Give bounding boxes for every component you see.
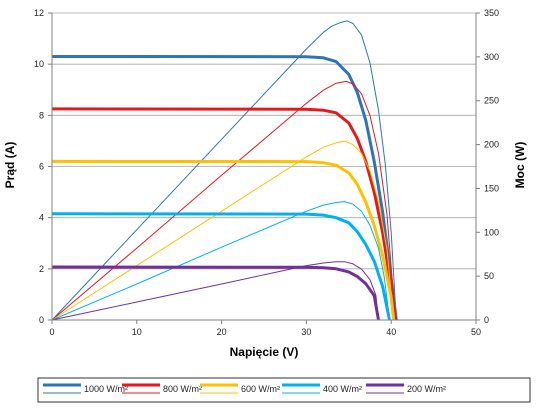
- y2-tick-label: 100: [484, 227, 499, 237]
- y2-tick-label: 250: [484, 96, 499, 106]
- legend-label: 400 W/m²: [323, 384, 362, 394]
- y-tick-label: 12: [34, 8, 44, 18]
- y-tick-label: 0: [39, 315, 44, 325]
- x-tick-label: 30: [301, 327, 311, 337]
- x-tick-label: 0: [49, 327, 54, 337]
- current-curve-4: [51, 265, 380, 321]
- y2-tick-label: 350: [484, 8, 499, 18]
- current-curve-0: [51, 55, 398, 321]
- y2-tick-label: 50: [484, 271, 494, 281]
- y-tick-label: 8: [39, 110, 44, 120]
- y-axis-title: Prąd (A): [3, 142, 17, 189]
- y2-tick-label: 200: [484, 140, 499, 150]
- current-curve-1: [51, 107, 397, 321]
- y2-tick-label: 0: [484, 315, 489, 325]
- legend-label: 1000 W/m²: [84, 384, 128, 394]
- current-curve-2: [51, 159, 396, 321]
- x-tick-label: 20: [217, 327, 227, 337]
- y-tick-label: 10: [34, 59, 44, 69]
- x-axis-title: Napięcie (V): [230, 345, 299, 359]
- legend-frame: [37, 377, 531, 403]
- power-curve-1: [51, 80, 396, 321]
- current-curve-3: [51, 212, 391, 321]
- grid-lines: [52, 12, 476, 321]
- series-lines: [51, 20, 398, 321]
- legend-label: 200 W/m²: [407, 384, 446, 394]
- power-curve-2: [51, 140, 395, 321]
- y-tick-label: 4: [39, 213, 44, 223]
- x-tick-label: 50: [471, 327, 481, 337]
- power-curve-3: [51, 201, 390, 321]
- x-tick-label: 10: [132, 327, 142, 337]
- legend-label: 800 W/m²: [163, 384, 202, 394]
- legend: 1000 W/m² 800 W/m² 600 W/m² 400 W/m² 200 W/m…: [37, 377, 531, 403]
- legend-label: 600 W/m²: [241, 384, 280, 394]
- x-tick-label: 40: [386, 327, 396, 337]
- y2-tick-label: 300: [484, 52, 499, 62]
- y2-axis-title: Moc (W): [513, 142, 527, 189]
- power-curve-4: [51, 261, 379, 321]
- y-tick-label: 6: [39, 162, 44, 172]
- y2-tick-label: 150: [484, 183, 499, 193]
- y-tick-label: 2: [39, 264, 44, 274]
